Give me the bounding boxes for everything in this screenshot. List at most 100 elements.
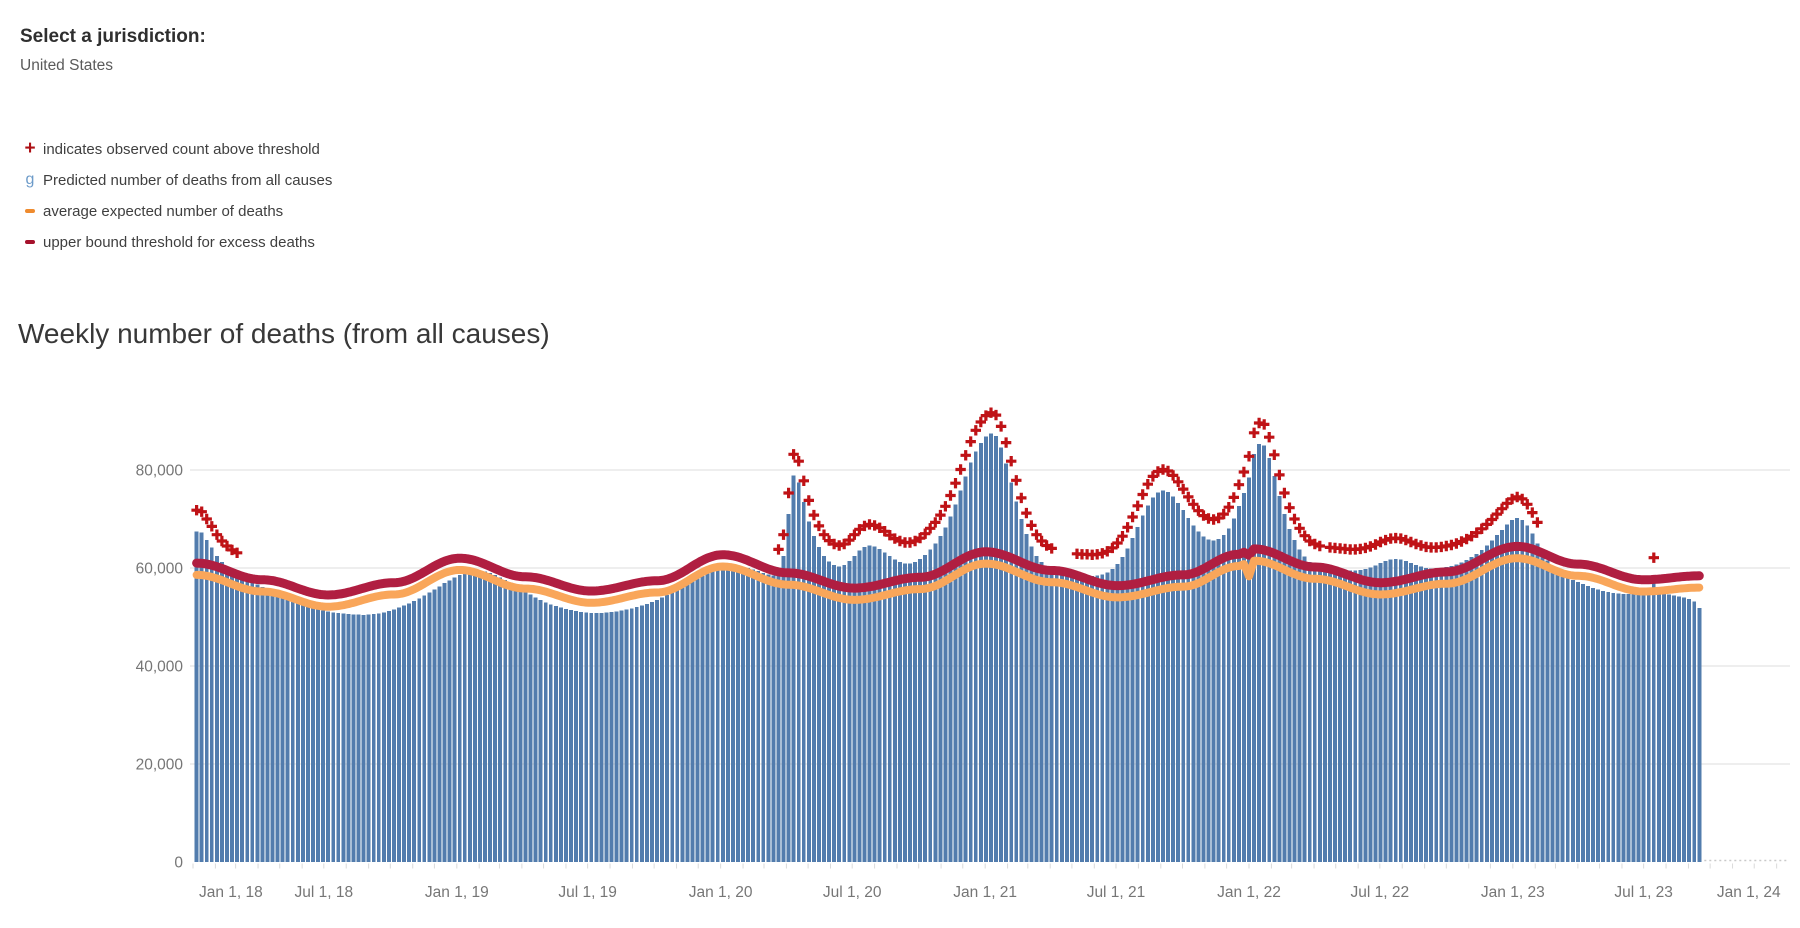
observed-above-threshold-marker[interactable]: [1188, 499, 1199, 510]
deaths-bar[interactable]: [523, 591, 528, 862]
deaths-bar[interactable]: [1267, 458, 1272, 862]
deaths-bar[interactable]: [913, 562, 918, 862]
observed-above-threshold-marker[interactable]: [783, 487, 794, 499]
observed-above-threshold-marker[interactable]: [920, 528, 931, 539]
deaths-bar[interactable]: [1464, 560, 1469, 862]
deaths-bar[interactable]: [1525, 525, 1530, 862]
deaths-bar[interactable]: [351, 614, 356, 862]
deaths-bar[interactable]: [548, 604, 553, 862]
deaths-bar[interactable]: [665, 594, 670, 862]
deaths-bar[interactable]: [710, 571, 715, 862]
deaths-bar[interactable]: [1247, 477, 1251, 862]
deaths-bar[interactable]: [194, 531, 199, 862]
deaths-bar[interactable]: [1186, 518, 1191, 862]
deaths-bar[interactable]: [609, 612, 614, 862]
observed-above-threshold-marker[interactable]: [1026, 520, 1037, 531]
deaths-bar[interactable]: [331, 612, 336, 862]
deaths-bar[interactable]: [300, 604, 305, 862]
deaths-bar[interactable]: [720, 568, 725, 862]
deaths-bar[interactable]: [538, 599, 543, 862]
deaths-bar[interactable]: [1626, 593, 1631, 862]
observed-above-threshold-marker[interactable]: [1648, 552, 1659, 563]
observed-above-threshold-marker[interactable]: [818, 529, 830, 540]
deaths-bar[interactable]: [1105, 572, 1110, 862]
deaths-bar[interactable]: [1201, 536, 1206, 862]
deaths-bar[interactable]: [1414, 565, 1418, 862]
deaths-bar[interactable]: [1140, 515, 1145, 862]
deaths-bar[interactable]: [1540, 553, 1545, 862]
deaths-bar[interactable]: [1368, 567, 1373, 862]
deaths-bar[interactable]: [1120, 557, 1125, 862]
deaths-bar[interactable]: [402, 605, 407, 862]
deaths-bar[interactable]: [943, 527, 948, 862]
deaths-bar[interactable]: [1241, 493, 1246, 862]
deaths-bar[interactable]: [305, 606, 310, 862]
observed-above-threshold-marker[interactable]: [1031, 529, 1042, 540]
deaths-bar[interactable]: [472, 569, 477, 862]
deaths-bar[interactable]: [1039, 562, 1044, 862]
deaths-bar[interactable]: [1469, 557, 1474, 862]
deaths-bar[interactable]: [1069, 574, 1074, 862]
deaths-bar[interactable]: [908, 563, 912, 862]
deaths-bar[interactable]: [1363, 568, 1368, 862]
upper-bound-threshold-line[interactable]: [192, 541, 1704, 600]
observed-above-threshold-marker[interactable]: [1127, 511, 1138, 523]
observed-above-threshold-marker[interactable]: [925, 523, 936, 534]
deaths-bar[interactable]: [594, 613, 599, 862]
observed-above-threshold-marker[interactable]: [803, 495, 814, 506]
deaths-bar[interactable]: [513, 585, 518, 862]
deaths-bar[interactable]: [285, 598, 290, 862]
deaths-bar[interactable]: [1550, 566, 1555, 862]
deaths-bar[interactable]: [918, 559, 923, 862]
deaths-bar[interactable]: [1570, 579, 1575, 862]
deaths-bar[interactable]: [1555, 570, 1560, 862]
observed-above-threshold-marker[interactable]: [1000, 437, 1012, 448]
deaths-bar[interactable]: [1530, 533, 1535, 862]
observed-above-threshold-marker[interactable]: [231, 547, 243, 558]
deaths-bar[interactable]: [1631, 593, 1636, 862]
deaths-bar[interactable]: [1343, 569, 1348, 862]
observed-above-threshold-marker[interactable]: [1486, 514, 1498, 525]
deaths-bar[interactable]: [675, 589, 680, 862]
deaths-bar[interactable]: [397, 607, 401, 862]
observed-above-threshold-marker[interactable]: [196, 506, 207, 517]
deaths-bar[interactable]: [245, 579, 250, 862]
deaths-bar[interactable]: [776, 570, 781, 862]
deaths-bar[interactable]: [1024, 534, 1029, 862]
deaths-bar[interactable]: [1520, 519, 1525, 862]
deaths-bar[interactable]: [1333, 568, 1337, 862]
deaths-bar[interactable]: [766, 574, 771, 862]
deaths-bar[interactable]: [518, 588, 523, 862]
deaths-bar[interactable]: [1090, 575, 1095, 862]
deaths-bar[interactable]: [847, 561, 852, 862]
deaths-bar[interactable]: [1257, 444, 1262, 862]
observed-above-threshold-marker[interactable]: [1284, 502, 1295, 513]
observed-above-threshold-marker[interactable]: [1527, 507, 1538, 518]
deaths-bar[interactable]: [1586, 586, 1590, 862]
observed-above-threshold-marker[interactable]: [950, 478, 961, 489]
deaths-bar[interactable]: [827, 561, 832, 862]
deaths-bar[interactable]: [953, 504, 958, 862]
deaths-bar[interactable]: [1641, 593, 1646, 862]
observed-above-threshold-marker[interactable]: [793, 456, 804, 467]
deaths-bar[interactable]: [457, 574, 462, 862]
deaths-bar[interactable]: [1216, 539, 1221, 862]
deaths-bar[interactable]: [356, 614, 361, 862]
deaths-bar[interactable]: [629, 608, 634, 862]
observed-above-threshold-marker[interactable]: [206, 521, 217, 532]
deaths-bar[interactable]: [730, 567, 735, 862]
deaths-bar[interactable]: [1580, 584, 1585, 862]
deaths-bar[interactable]: [670, 592, 675, 863]
deaths-bar[interactable]: [1591, 588, 1595, 862]
deaths-bar[interactable]: [1348, 570, 1353, 862]
deaths-bar[interactable]: [1661, 593, 1666, 862]
deaths-bar[interactable]: [265, 589, 270, 862]
deaths-bar[interactable]: [1474, 553, 1479, 862]
deaths-bar[interactable]: [260, 587, 265, 862]
observed-above-threshold-marker[interactable]: [1248, 427, 1260, 438]
deaths-bar[interactable]: [422, 595, 427, 862]
deaths-bar[interactable]: [973, 451, 978, 862]
observed-above-threshold-marker[interactable]: [1112, 537, 1123, 549]
deaths-bar[interactable]: [1145, 505, 1150, 862]
